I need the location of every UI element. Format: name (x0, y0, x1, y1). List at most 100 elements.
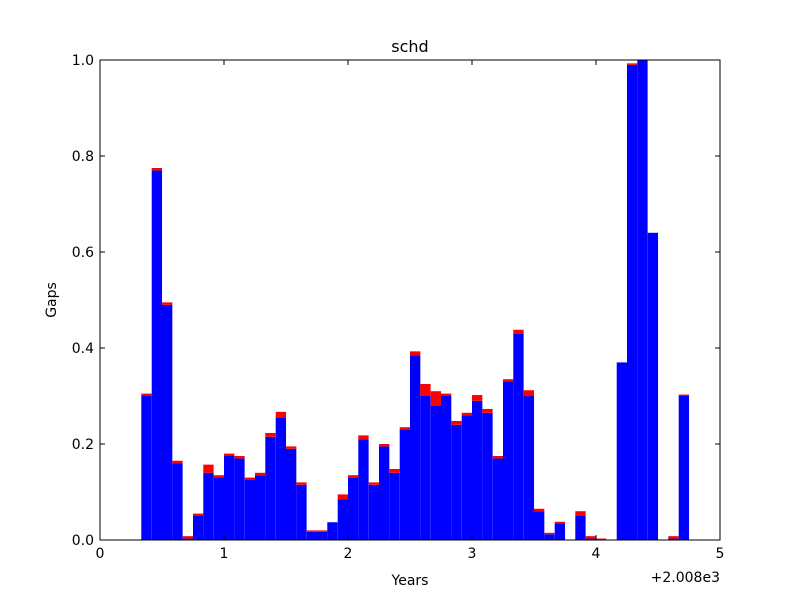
bar-series-0 (358, 439, 369, 540)
x-tick-label: 1 (220, 546, 229, 562)
bar-series-0 (678, 396, 690, 540)
bar-series-1 (358, 435, 369, 440)
bar-series-0 (585, 538, 597, 540)
x-offset-label: +2.008e3 (651, 570, 720, 586)
bar-series-0 (182, 538, 194, 540)
bar-series-0 (151, 170, 163, 540)
bar-series-1 (234, 456, 245, 459)
bar-series-0 (544, 534, 555, 540)
bar-series-0 (451, 424, 462, 540)
bar-series-1 (151, 168, 163, 171)
bar-series-1 (368, 482, 380, 485)
bar-series-1 (523, 390, 535, 396)
bar-series-0 (162, 304, 173, 540)
bar-series-0 (255, 475, 266, 540)
bar-series-0 (410, 355, 421, 540)
bar-series-1 (451, 420, 462, 425)
bar-series-1 (317, 530, 328, 532)
bar-series-1 (482, 408, 493, 413)
bar-series-1 (162, 302, 173, 305)
bar-series-1 (296, 482, 307, 485)
plot-frame (99, 59, 721, 541)
y-axis-label: Gaps (44, 282, 60, 318)
bar-series-0 (575, 516, 586, 540)
bar-series-0 (492, 458, 504, 540)
bar-series-1 (389, 468, 400, 473)
bar-series-0 (327, 522, 338, 540)
bar-series-1 (348, 475, 359, 478)
bar-series-1 (286, 446, 297, 449)
bar-series-0 (441, 396, 452, 540)
bar-series-0 (647, 232, 659, 541)
bar-series-1 (430, 391, 442, 406)
bar-series-1 (410, 351, 421, 356)
chart-title: schd (391, 37, 428, 56)
bar-series-1 (306, 530, 318, 532)
bar-series-0 (461, 415, 473, 540)
bar-series-1 (678, 394, 690, 396)
bar-series-1 (337, 494, 349, 500)
bar-series-0 (141, 396, 152, 540)
bar-series-0 (203, 472, 214, 540)
bar-series-0 (348, 477, 359, 540)
ticks-group: 0 1 2 3 4 5 0.0 0.2 0.4 0.6 0.8 1.0 (72, 53, 725, 562)
y-tick-label: 0.0 (72, 533, 94, 549)
bar-series-0 (265, 436, 276, 540)
bar-series-1 (503, 379, 514, 382)
bar-series-1 (461, 412, 473, 416)
bar-series-0 (317, 531, 328, 540)
bar-series-1 (441, 393, 452, 396)
y-tick-label: 0.2 (72, 437, 94, 453)
bar-series-0 (337, 499, 349, 540)
bar-series-0 (275, 417, 287, 540)
bar-series-0 (368, 484, 380, 540)
bar-series-1 (534, 508, 545, 512)
y-tick-label: 0.4 (72, 341, 94, 357)
bar-series-1 (379, 444, 390, 447)
bar-series-1 (255, 472, 266, 476)
bar-series-0 (616, 362, 628, 540)
bar-series-0 (379, 446, 390, 540)
bar-series-1 (554, 521, 566, 524)
bar-series-1 (668, 536, 679, 539)
bar-series-1 (575, 511, 586, 516)
y-tick-label: 1.0 (72, 53, 94, 69)
bar-series-0 (534, 511, 545, 540)
bar-series-1 (492, 456, 504, 459)
bar-series-0 (554, 523, 566, 540)
bar-series-0 (523, 396, 535, 540)
bar-series-0 (234, 458, 245, 540)
bar-series-0 (420, 396, 431, 540)
bar-series-0 (286, 448, 297, 540)
bar-series-1 (585, 536, 597, 539)
bar-series-1 (513, 329, 524, 334)
x-tick-label: 4 (592, 546, 601, 562)
bar-series-0 (430, 405, 442, 540)
bar-series-0 (399, 429, 411, 540)
y-tick-label: 0.8 (72, 149, 94, 165)
bar-series-1 (265, 432, 276, 437)
bar-series-1 (544, 532, 555, 535)
bar-series-1 (213, 475, 225, 478)
bar-series-1 (172, 460, 183, 464)
bar-series-1 (420, 384, 431, 396)
bar-series-0 (306, 531, 318, 540)
bar-series-0 (389, 472, 400, 540)
bar-series-0 (513, 333, 524, 540)
bar-series-1 (596, 538, 607, 540)
bar-series-1 (627, 63, 638, 65)
x-tick-label: 0 (96, 546, 105, 562)
bar-series-0 (482, 412, 493, 540)
x-tick-label: 5 (716, 546, 725, 562)
bar-series-1 (472, 395, 483, 401)
bar-series-0 (213, 477, 225, 540)
bar-series-0 (627, 64, 638, 541)
bar-series-1 (244, 477, 256, 480)
bar-series-0 (193, 516, 204, 540)
x-tick-label: 3 (468, 546, 477, 562)
x-tick-label: 2 (344, 546, 353, 562)
y-tick-label: 0.6 (72, 245, 94, 261)
bars-group (141, 60, 690, 541)
bar-series-0 (503, 381, 514, 540)
